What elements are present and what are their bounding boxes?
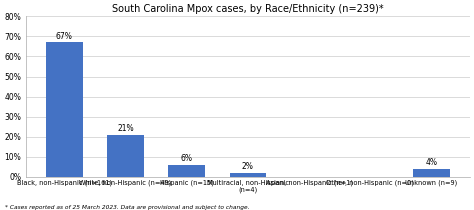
Bar <box>413 169 450 177</box>
Bar <box>229 173 266 177</box>
Title: South Carolina Mpox cases, by Race/Ethnicity (n=239)*: South Carolina Mpox cases, by Race/Ethni… <box>112 4 383 14</box>
Text: 21%: 21% <box>117 124 134 133</box>
Text: 6%: 6% <box>181 154 193 163</box>
Bar <box>107 135 144 177</box>
Text: 4%: 4% <box>425 158 438 167</box>
Text: * Cases reported as of 25 March 2023. Data are provisional and subject to change: * Cases reported as of 25 March 2023. Da… <box>5 205 249 210</box>
Bar <box>168 165 205 177</box>
Text: 2%: 2% <box>242 162 254 171</box>
Bar <box>46 42 83 177</box>
Text: 67%: 67% <box>56 32 73 41</box>
